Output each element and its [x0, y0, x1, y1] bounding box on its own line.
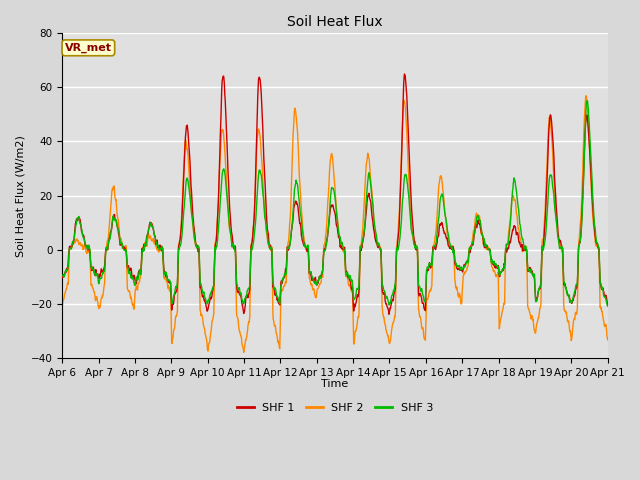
X-axis label: Time: Time [321, 379, 349, 389]
Y-axis label: Soil Heat Flux (W/m2): Soil Heat Flux (W/m2) [15, 135, 25, 256]
Legend: SHF 1, SHF 2, SHF 3: SHF 1, SHF 2, SHF 3 [232, 399, 437, 418]
Title: Soil Heat Flux: Soil Heat Flux [287, 15, 383, 29]
Text: VR_met: VR_met [65, 43, 112, 53]
